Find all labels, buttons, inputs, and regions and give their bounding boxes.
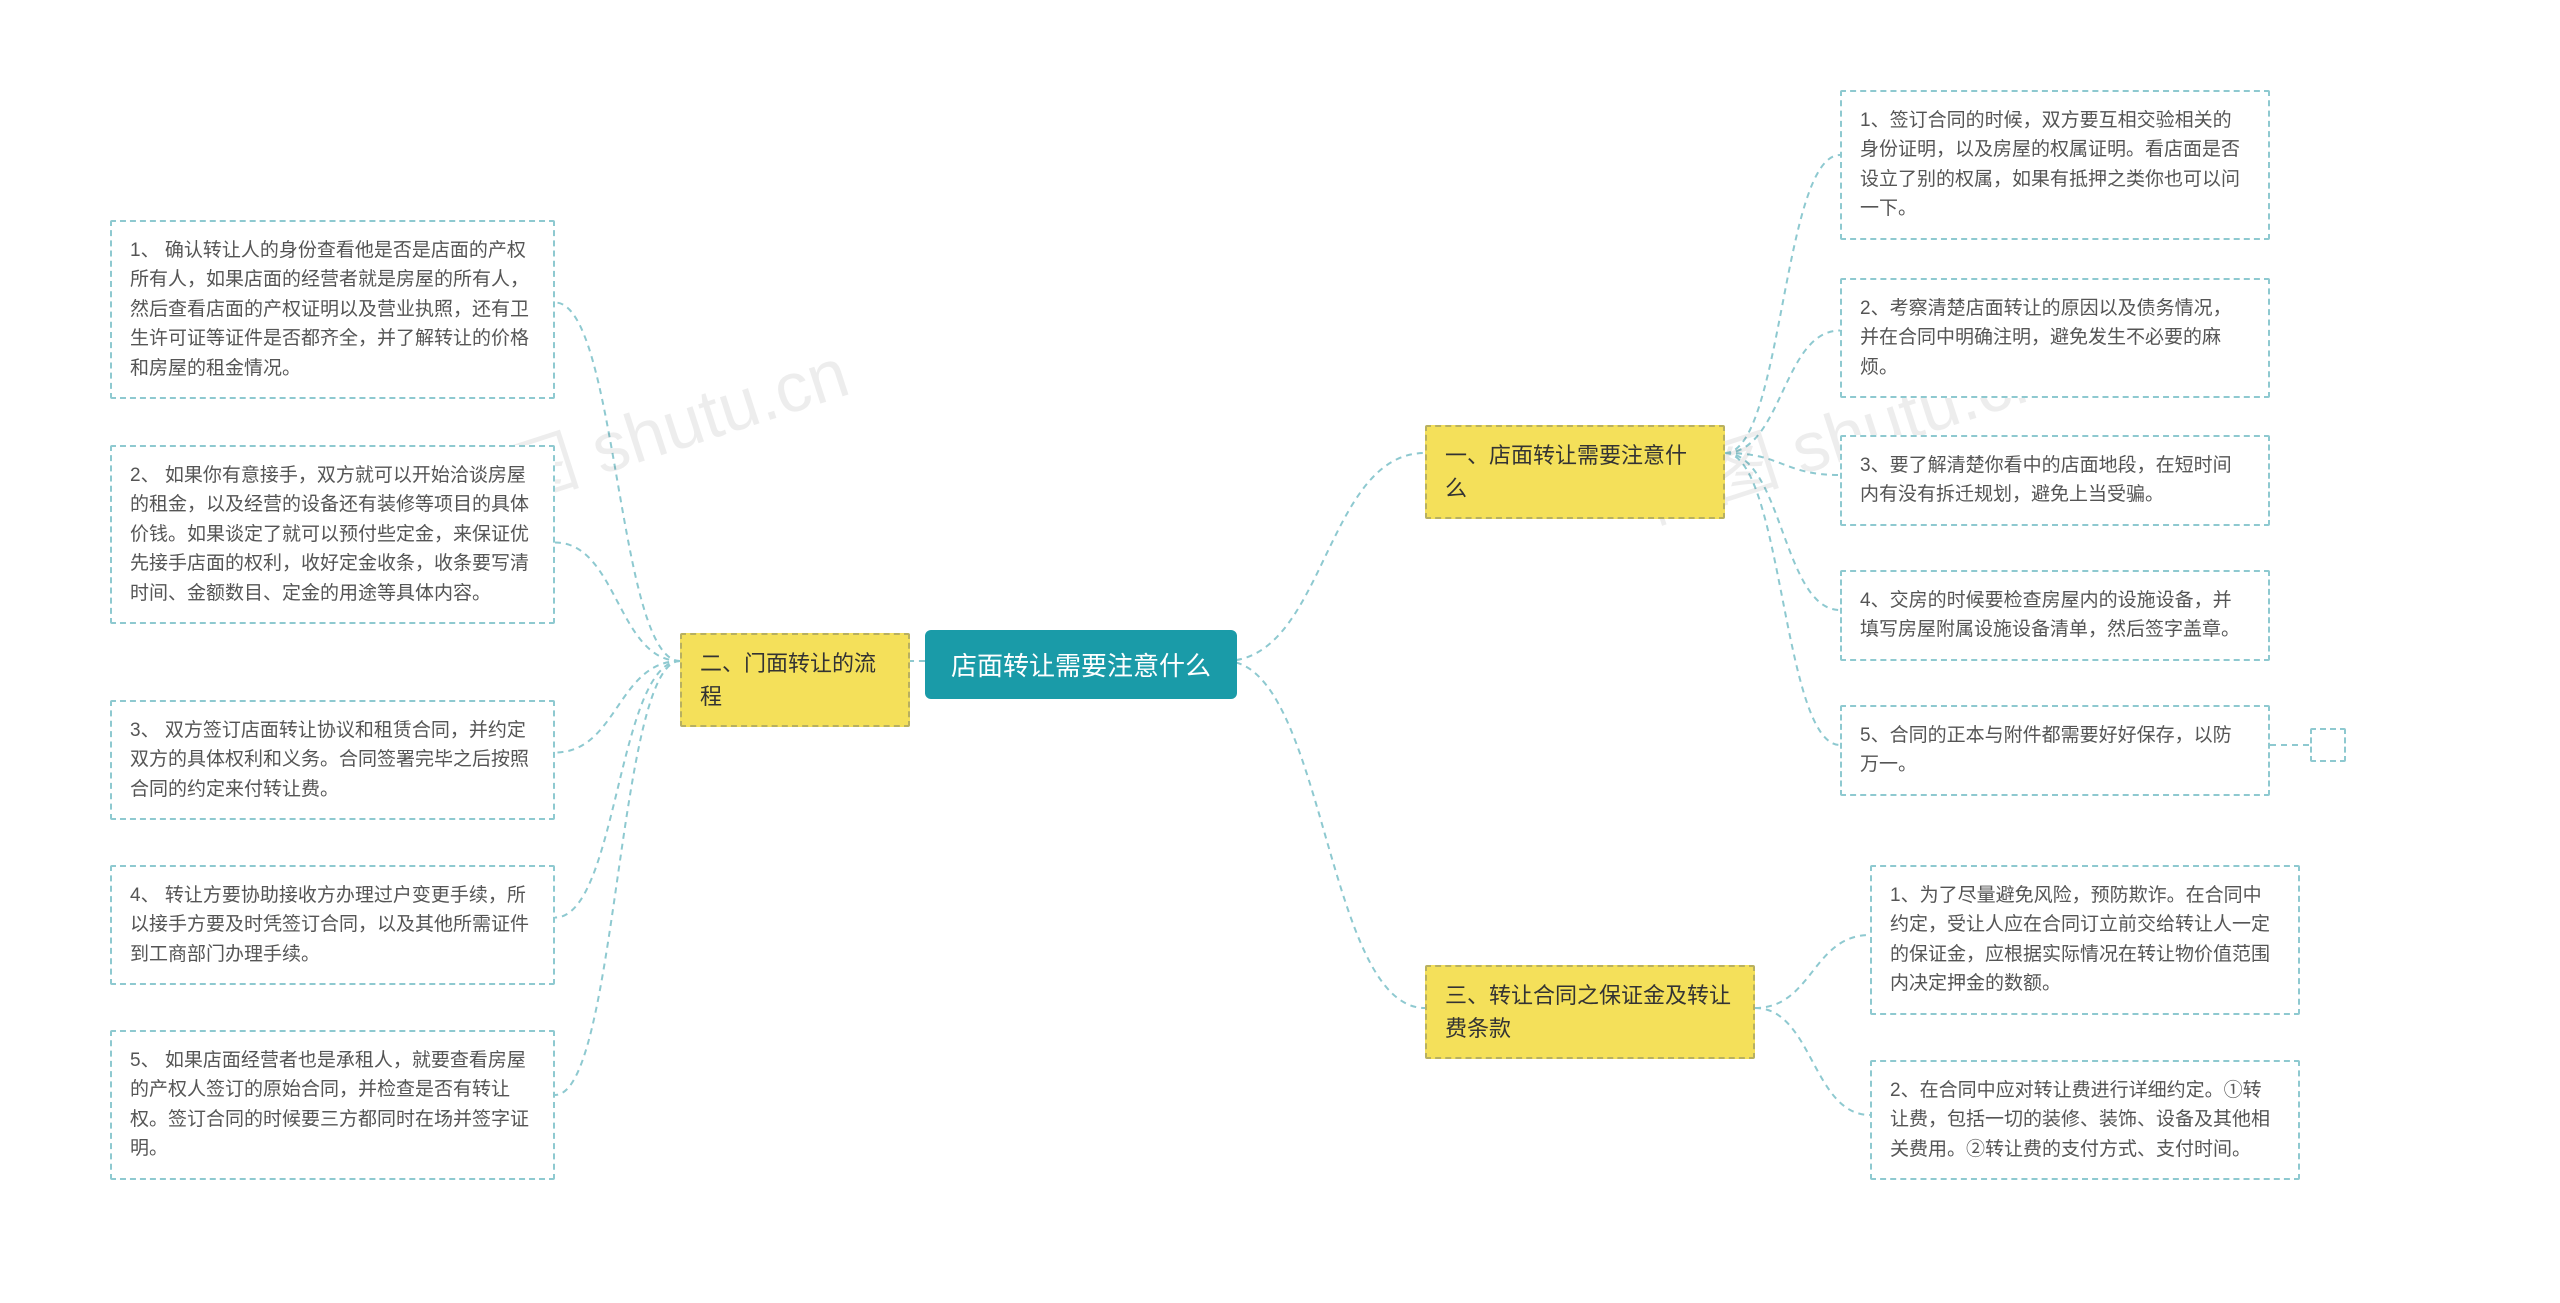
branch-node-b2[interactable]: 二、门面转让的流程 [680, 633, 910, 727]
leaf-node-b2-1[interactable]: 2、 如果你有意接手，双方就可以开始洽谈房屋的租金，以及经营的设备还有装修等项目… [110, 445, 555, 624]
leaf-node-b1-0[interactable]: 1、签订合同的时候，双方要互相交验相关的身份证明，以及房屋的权属证明。看店面是否… [1840, 90, 2270, 240]
leaf-node-b1-1[interactable]: 2、考察清楚店面转让的原因以及债务情况，并在合同中明确注明，避免发生不必要的麻烦… [1840, 278, 2270, 398]
leaf-node-b2-4[interactable]: 5、 如果店面经营者也是承租人，就要查看房屋的产权人签订的原始合同，并检查是否有… [110, 1030, 555, 1180]
leaf-node-b2-2[interactable]: 3、 双方签订店面转让协议和租赁合同，并约定双方的具体权利和义务。合同签署完毕之… [110, 700, 555, 820]
root-node[interactable]: 店面转让需要注意什么 [925, 630, 1237, 699]
leaf-node-b2-0[interactable]: 1、 确认转让人的身份查看他是否是店面的产权所有人，如果店面的经营者就是房屋的所… [110, 220, 555, 399]
mindmap-canvas: 树图 shutu.cn 树图 shutu.cn 店面转让需要注意什么 一、店面转… [0, 0, 2560, 1303]
leaf-node-b1-2[interactable]: 3、要了解清楚你看中的店面地段，在短时间内有没有拆迁规划，避免上当受骗。 [1840, 435, 2270, 526]
branch-node-b1[interactable]: 一、店面转让需要注意什么 [1425, 425, 1725, 519]
tiny-node-b1-4 [2310, 728, 2346, 762]
leaf-node-b3-1[interactable]: 2、在合同中应对转让费进行详细约定。①转让费，包括一切的装修、装饰、设备及其他相… [1870, 1060, 2300, 1180]
leaf-node-b1-4[interactable]: 5、合同的正本与附件都需要好好保存，以防万一。 [1840, 705, 2270, 796]
leaf-node-b2-3[interactable]: 4、 转让方要协助接收方办理过户变更手续，所以接手方要及时凭签订合同，以及其他所… [110, 865, 555, 985]
branch-node-b3[interactable]: 三、转让合同之保证金及转让费条款 [1425, 965, 1755, 1059]
leaf-node-b1-3[interactable]: 4、交房的时候要检查房屋内的设施设备，并填写房屋附属设施设备清单，然后签字盖章。 [1840, 570, 2270, 661]
leaf-node-b3-0[interactable]: 1、为了尽量避免风险，预防欺诈。在合同中约定，受让人应在合同订立前交给转让人一定… [1870, 865, 2300, 1015]
